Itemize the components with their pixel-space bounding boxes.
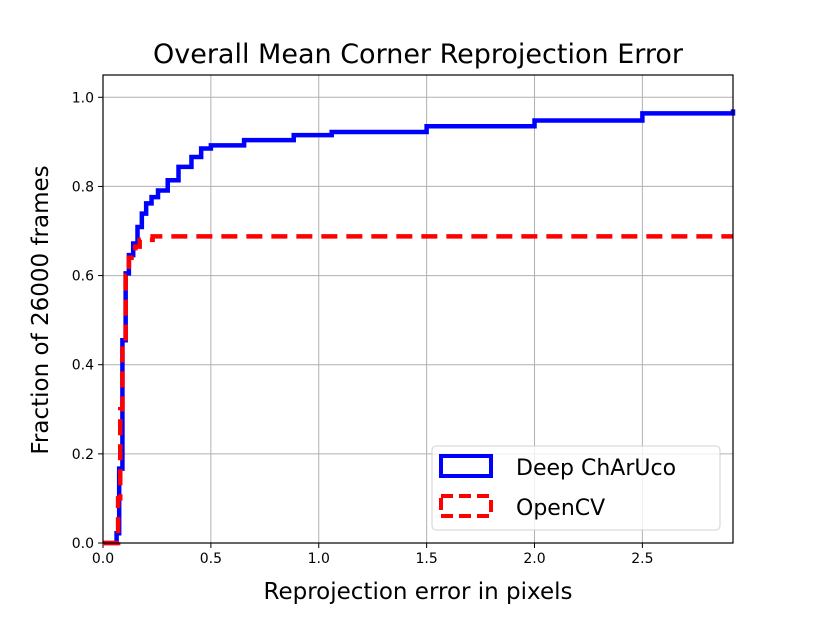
y-tick-label: 0.4 xyxy=(72,358,94,374)
chart-title: Overall Mean Corner Reprojection Error xyxy=(153,39,684,70)
y-tick-label: 1.0 xyxy=(72,90,94,106)
legend-label-opencv: OpenCV xyxy=(516,496,605,521)
legend-box xyxy=(431,445,721,531)
y-tick-label: 0.6 xyxy=(72,269,94,285)
x-tick-label: 0.0 xyxy=(92,551,114,567)
legend-label-deep-charuco: Deep ChArUco xyxy=(516,456,676,481)
x-tick-label: 2.5 xyxy=(631,551,653,567)
series xyxy=(103,109,736,546)
y-axis-label: Fraction of 26000 frames xyxy=(28,165,54,454)
x-tick-label: 0.5 xyxy=(200,551,222,567)
series-line-opencv xyxy=(103,234,733,546)
y-tick-label: 0.2 xyxy=(72,447,94,463)
x-tick-label: 1.0 xyxy=(308,551,330,567)
series-line-deep-charuco xyxy=(103,109,736,546)
plot-frame xyxy=(102,74,734,544)
x-tick-label: 2.0 xyxy=(523,551,545,567)
legend: Deep ChArUco OpenCV xyxy=(431,445,721,531)
ticks: 0.0 0.5 1.0 1.5 2.0 2.5 0.0 0.2 0.4 0.6 0.8 1.0 xyxy=(72,90,654,567)
legend-swatch-deep-charuco xyxy=(439,454,493,478)
legend-swatch-opencv xyxy=(439,494,493,518)
y-tick-label: 0.8 xyxy=(72,179,94,195)
x-axis-label: Reprojection error in pixels xyxy=(264,579,573,605)
x-tick-label: 1.5 xyxy=(415,551,437,567)
y-tick-label: 0.0 xyxy=(72,536,94,552)
